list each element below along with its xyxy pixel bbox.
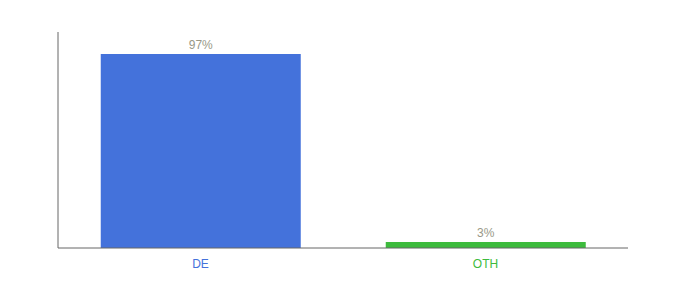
svg-text:DE: DE: [192, 257, 209, 271]
svg-text:OTH: OTH: [473, 257, 498, 271]
svg-text:3%: 3%: [477, 226, 495, 240]
svg-text:97%: 97%: [189, 38, 213, 52]
